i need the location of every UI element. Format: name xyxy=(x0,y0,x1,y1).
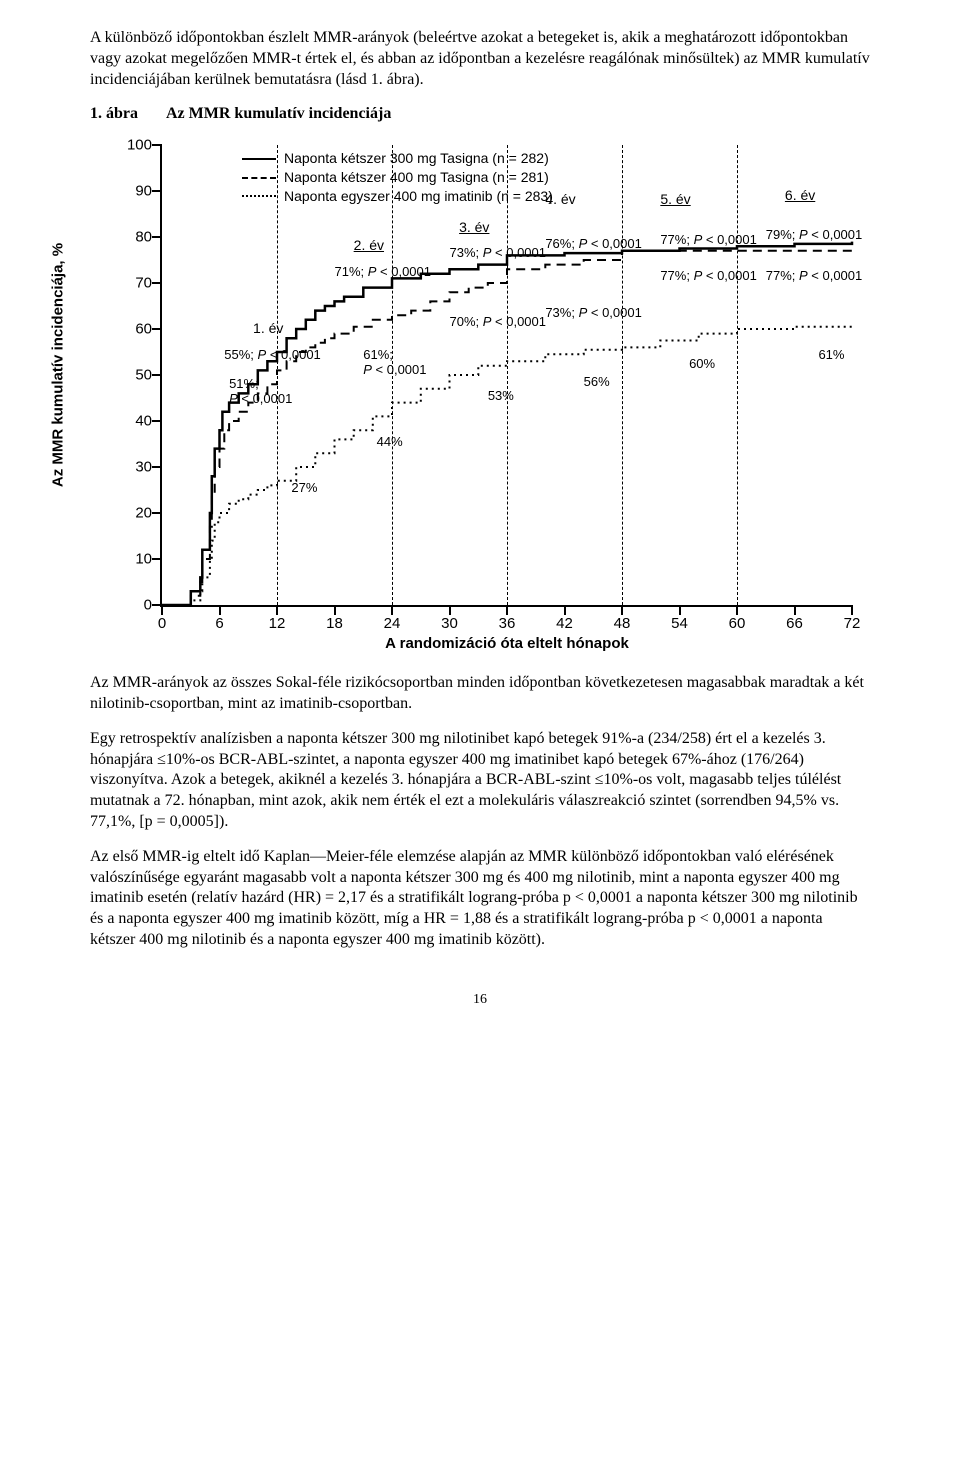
value-annotation: 55%; P < 0,0001 xyxy=(224,348,321,363)
y-tick-label: 90 xyxy=(117,181,152,201)
y-tick-label: 50 xyxy=(117,365,152,385)
page: A különböző időpontokban észlelt MMR-ará… xyxy=(0,0,960,1039)
year-label: 2. év xyxy=(354,237,384,253)
y-tick xyxy=(152,420,162,422)
figure-label: 1. ábra xyxy=(90,104,138,125)
value-annotation: 73%; P < 0,0001 xyxy=(545,306,642,321)
figure-title: Az MMR kumulatív incidenciája xyxy=(166,104,391,125)
value-annotation: 77%; P < 0,0001 xyxy=(660,269,757,284)
paragraph-after-1: Az MMR-arányok az összes Sokal-féle rizi… xyxy=(90,673,870,715)
value-annotation: 53% xyxy=(488,389,514,404)
year-label: 6. év xyxy=(785,187,815,203)
series-tasigna300 xyxy=(162,242,852,605)
value-annotation: 51%;P < 0,0001 xyxy=(229,377,292,407)
y-tick xyxy=(152,466,162,468)
y-tick xyxy=(152,374,162,376)
page-number: 16 xyxy=(90,991,870,1009)
value-annotation: 44% xyxy=(377,435,403,450)
x-tick-label: 24 xyxy=(384,614,401,634)
year-label: 3. év xyxy=(459,219,489,235)
year-label: 5. év xyxy=(660,191,690,207)
x-tick-label: 30 xyxy=(441,614,458,634)
value-annotation: 71%; P < 0,0001 xyxy=(335,265,432,280)
value-annotation: 61% xyxy=(818,348,844,363)
value-annotation: 27% xyxy=(291,481,317,496)
x-tick-label: 42 xyxy=(556,614,573,634)
year-label: 4. év xyxy=(545,191,575,207)
value-annotation: 70%; P < 0,0001 xyxy=(450,315,547,330)
y-tick xyxy=(152,558,162,560)
value-annotation: 77%; P < 0,0001 xyxy=(660,233,757,248)
y-tick-label: 70 xyxy=(117,273,152,293)
y-tick-label: 80 xyxy=(117,227,152,247)
paragraph-after-2: Egy retrospektív analízisben a naponta k… xyxy=(90,729,870,833)
y-tick-label: 0 xyxy=(117,595,152,615)
y-tick-label: 100 xyxy=(117,135,152,155)
y-axis-title: Az MMR kumulatív incidenciája, % xyxy=(48,243,68,487)
x-axis-title: A randomizáció óta eltelt hónapok xyxy=(385,634,629,654)
y-tick-label: 30 xyxy=(117,457,152,477)
chart: Az MMR kumulatív incidenciája, % A rando… xyxy=(90,135,870,655)
x-tick-label: 48 xyxy=(614,614,631,634)
y-tick-label: 20 xyxy=(117,503,152,523)
y-tick xyxy=(152,236,162,238)
paragraph-after-3: Az első MMR-ig eltelt idő Kaplan—Meier-f… xyxy=(90,847,870,951)
x-tick-label: 60 xyxy=(729,614,746,634)
y-tick xyxy=(152,328,162,330)
value-annotation: 76%; P < 0,0001 xyxy=(545,237,642,252)
x-tick-label: 72 xyxy=(844,614,861,634)
y-tick xyxy=(152,282,162,284)
y-tick-label: 10 xyxy=(117,549,152,569)
y-tick xyxy=(152,144,162,146)
year-label: 1. év xyxy=(253,320,283,336)
value-annotation: 61%;P < 0,0001 xyxy=(363,348,426,378)
x-tick-label: 12 xyxy=(269,614,286,634)
y-tick xyxy=(152,190,162,192)
x-tick-label: 36 xyxy=(499,614,516,634)
y-tick-label: 60 xyxy=(117,319,152,339)
intro-paragraph: A különböző időpontokban észlelt MMR-ará… xyxy=(90,28,870,90)
x-tick-label: 54 xyxy=(671,614,688,634)
value-annotation: 56% xyxy=(584,375,610,390)
value-annotation: 77%; P < 0,0001 xyxy=(766,269,863,284)
figure-title-row: 1. ábra Az MMR kumulatív incidenciája xyxy=(90,104,870,125)
series-imatinib400 xyxy=(162,325,852,606)
plot-area: A randomizáció óta eltelt hónapok Napont… xyxy=(160,145,852,607)
y-tick-label: 40 xyxy=(117,411,152,431)
y-tick xyxy=(152,512,162,514)
x-tick-label: 6 xyxy=(215,614,223,634)
x-tick-label: 18 xyxy=(326,614,343,634)
x-tick-label: 66 xyxy=(786,614,803,634)
value-annotation: 79%; P < 0,0001 xyxy=(766,228,863,243)
series-tasigna400 xyxy=(162,251,852,605)
value-annotation: 60% xyxy=(689,357,715,372)
value-annotation: 73%; P < 0,0001 xyxy=(450,246,547,261)
series-svg xyxy=(162,145,852,605)
x-tick-label: 0 xyxy=(158,614,166,634)
